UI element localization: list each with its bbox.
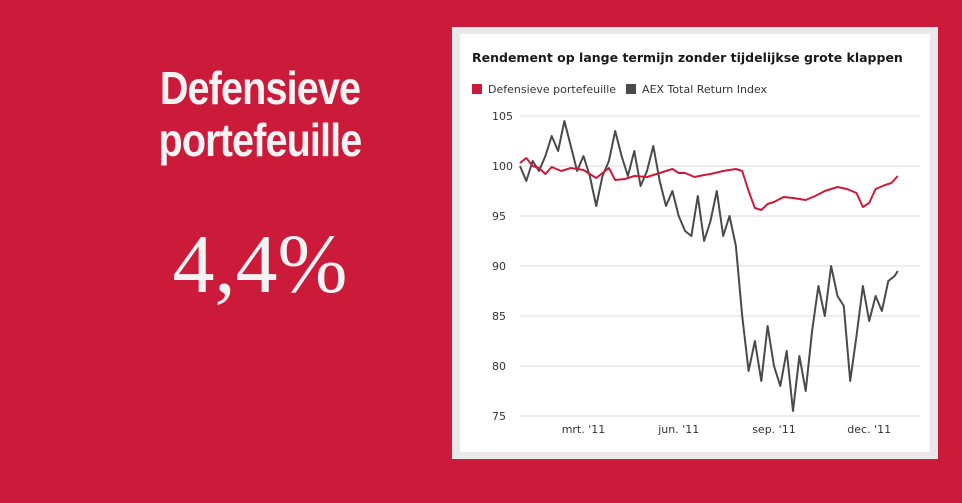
y-tick-label: 75 [492,410,506,423]
chart-legend: Defensieve portefeuille AEX Total Return… [472,82,777,96]
legend-item-defensive: Defensieve portefeuille [472,83,616,96]
series-line-aex [519,120,899,412]
headline-title: Defensieve portefeuille [140,62,381,166]
legend-swatch-defensive [472,84,482,94]
y-tick-label: 80 [492,360,506,373]
chart-title: Rendement op lange termijn zonder tijdel… [472,50,903,65]
x-tick-label: mrt. '11 [562,423,606,436]
x-tick-label: sep. '11 [752,423,796,436]
chart-card: Rendement op lange termijn zonder tijdel… [460,34,930,452]
x-tick-label: jun. '11 [657,423,699,436]
legend-label-aex: AEX Total Return Index [642,82,768,96]
series-line-defensive [519,157,899,211]
legend-swatch-aex [626,84,637,94]
legend-item-aex: AEX Total Return Index [626,83,767,96]
y-tick-label: 95 [492,210,506,223]
y-tick-label: 100 [492,160,513,173]
line-chart: 105 100 95 90 85 80 75 mrt. '11 jun. '11 sep. '11… [492,110,920,436]
legend-label-defensive: Defensieve portefeuille [488,82,617,96]
headline-line-1: Defensieve [159,62,361,114]
y-tick-label: 105 [492,110,513,123]
y-tick-label: 90 [492,260,506,273]
x-tick-label: dec. '11 [847,423,891,436]
headline-line-2: portefeuille [158,114,363,166]
headline-value: 4,4% [172,218,348,311]
y-tick-label: 85 [492,310,506,323]
